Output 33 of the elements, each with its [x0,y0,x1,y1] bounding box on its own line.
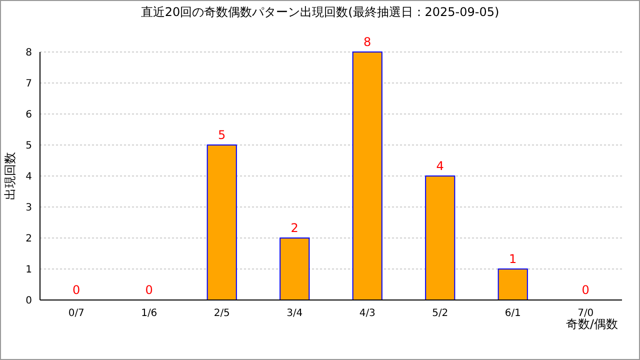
x-tick-label: 7/0 [578,308,594,319]
y-axis-title: 出現回数 [3,152,17,200]
bar [352,52,382,300]
data-label: 8 [364,35,372,49]
y-tick-label: 3 [26,202,32,214]
x-axis-title: 奇数/偶数 [566,317,618,331]
y-tick-label: 2 [26,234,32,244]
x-tick-label: 2/5 [214,308,230,319]
y-tick-label: 4 [26,172,32,182]
data-label: 4 [436,159,444,173]
x-tick-label: 4/3 [359,308,376,319]
data-label: 5 [218,128,226,142]
data-label: 0 [145,283,153,297]
chart-title: 直近20回の奇数偶数パターン出現回数(最終抽選日：2025-09-05) [140,5,500,19]
y-tick-label: 0 [26,296,32,306]
x-tick-label: 0/7 [68,308,84,319]
bar [498,268,528,300]
x-tick-label: 1/6 [141,308,158,319]
y-tick-label: 1 [26,264,32,276]
bar [280,238,310,300]
bar [206,144,237,300]
bar [425,176,456,300]
x-tick-label: 5/2 [432,308,448,319]
y-tick-label: 5 [26,140,32,152]
data-label: 0 [72,283,80,297]
y-tick-label: 6 [26,110,32,120]
x-tick-label: 3/4 [286,308,303,319]
y-tick-label: 7 [26,78,32,90]
data-label: 0 [582,283,590,297]
x-tick-label: 6/1 [504,308,521,319]
data-label: 2 [290,221,298,235]
data-label: 1 [509,252,517,266]
y-tick-label: 8 [26,48,32,58]
